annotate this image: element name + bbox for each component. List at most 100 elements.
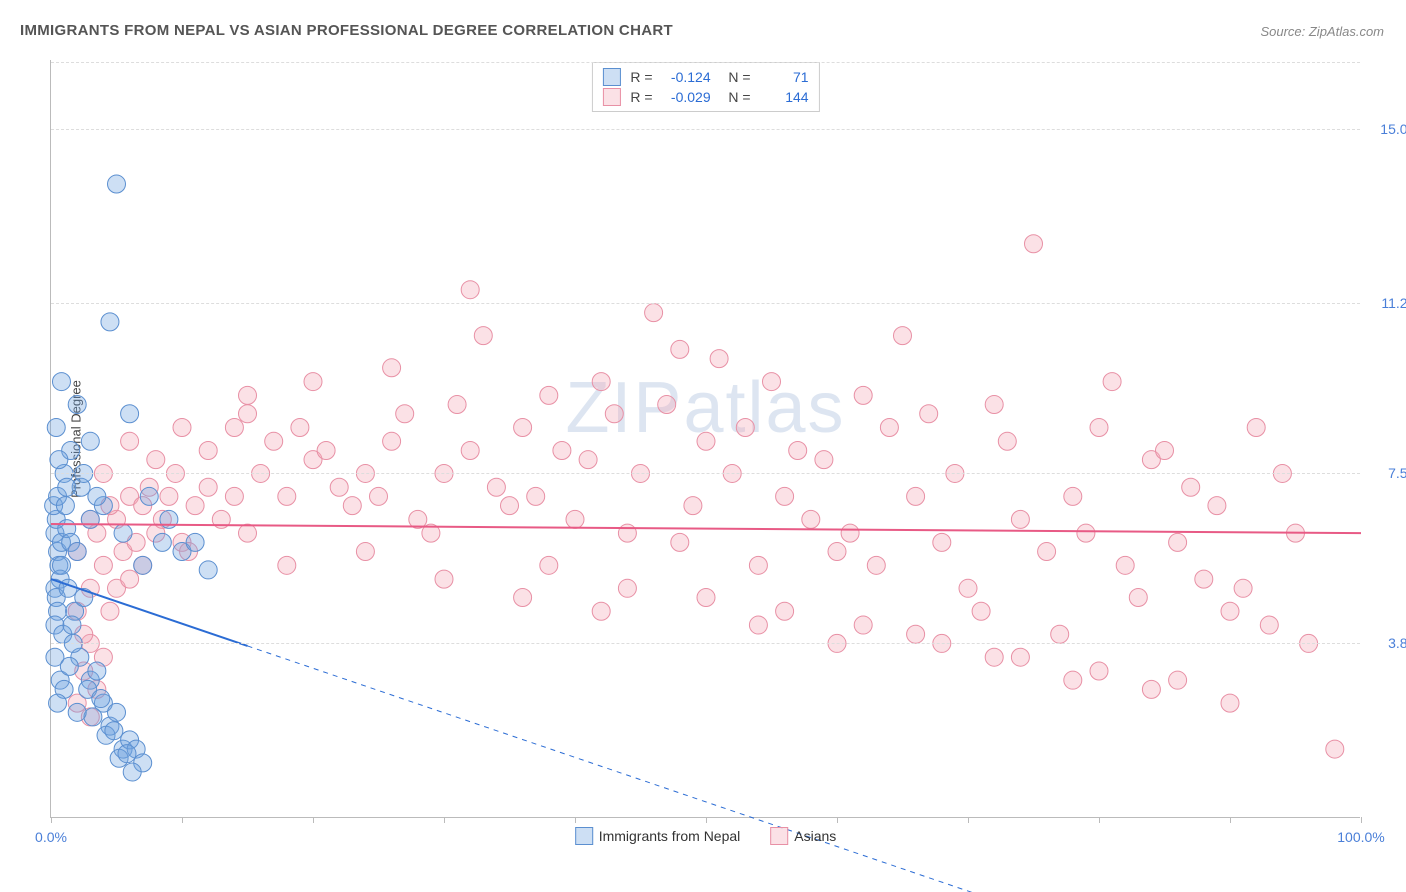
scatter-point	[776, 487, 794, 505]
y-tick-label: 15.0%	[1365, 121, 1406, 137]
plot-area: Professional Degree ZIPatlas R = -0.124 …	[50, 60, 1360, 818]
scatter-point	[618, 524, 636, 542]
x-tick	[313, 817, 314, 823]
y-tick-label: 11.2%	[1365, 295, 1406, 311]
x-tick	[444, 817, 445, 823]
scatter-point	[52, 556, 70, 574]
scatter-point	[579, 451, 597, 469]
scatter-point	[239, 524, 257, 542]
x-tick	[51, 817, 52, 823]
scatter-point	[101, 602, 119, 620]
scatter-point	[880, 419, 898, 437]
scatter-point	[1221, 602, 1239, 620]
scatter-point	[658, 396, 676, 414]
scatter-point	[1260, 616, 1278, 634]
scatter-point	[697, 432, 715, 450]
scatter-point	[1169, 533, 1187, 551]
swatch-nepal	[602, 68, 620, 86]
scatter-point	[1090, 662, 1108, 680]
scatter-point	[265, 432, 283, 450]
scatter-point	[63, 616, 81, 634]
scatter-point	[88, 662, 106, 680]
scatter-point	[540, 556, 558, 574]
scatter-point	[81, 510, 99, 528]
x-tick	[575, 817, 576, 823]
trend-line-dashed	[248, 646, 1362, 892]
scatter-point	[1221, 694, 1239, 712]
scatter-point	[828, 543, 846, 561]
x-tick-label: 100.0%	[1337, 829, 1384, 845]
scatter-point	[58, 478, 76, 496]
scatter-point	[225, 419, 243, 437]
source-attribution: Source: ZipAtlas.com	[1260, 24, 1384, 39]
scatter-point	[671, 340, 689, 358]
scatter-point	[907, 625, 925, 643]
scatter-point	[52, 373, 70, 391]
scatter-point	[474, 327, 492, 345]
scatter-point	[566, 510, 584, 528]
stats-legend: R = -0.124 N = 71 R = -0.029 N = 144	[591, 62, 819, 112]
scatter-point	[998, 432, 1016, 450]
scatter-point	[121, 405, 139, 423]
scatter-point	[199, 478, 217, 496]
scatter-point	[749, 616, 767, 634]
scatter-point	[645, 304, 663, 322]
scatter-point	[317, 441, 335, 459]
scatter-point	[47, 419, 65, 437]
scatter-point	[553, 441, 571, 459]
scatter-point	[60, 657, 78, 675]
scatter-point	[383, 432, 401, 450]
scatter-point	[802, 510, 820, 528]
grid-line	[51, 473, 1360, 474]
scatter-point	[841, 524, 859, 542]
n-value-nepal: 71	[759, 69, 809, 85]
scatter-point	[972, 602, 990, 620]
scatter-point	[1051, 625, 1069, 643]
scatter-point	[514, 419, 532, 437]
scatter-point	[330, 478, 348, 496]
scatter-point	[123, 763, 141, 781]
scatter-point	[186, 533, 204, 551]
bottom-legend: Immigrants from Nepal Asians	[575, 827, 837, 845]
x-tick-label: 0.0%	[35, 829, 67, 845]
scatter-point	[501, 497, 519, 515]
n-label: N =	[721, 69, 751, 85]
scatter-point	[749, 556, 767, 574]
stats-row-nepal: R = -0.124 N = 71	[602, 67, 808, 87]
scatter-point	[68, 543, 86, 561]
x-tick	[1230, 817, 1231, 823]
scatter-point	[461, 281, 479, 299]
r-label: R =	[630, 89, 652, 105]
scatter-point	[1064, 487, 1082, 505]
scatter-point	[592, 602, 610, 620]
scatter-point	[985, 396, 1003, 414]
x-tick	[968, 817, 969, 823]
scatter-point	[1090, 419, 1108, 437]
scatter-point	[1234, 579, 1252, 597]
scatter-point	[1025, 235, 1043, 253]
scatter-point	[50, 451, 68, 469]
scatter-point	[383, 359, 401, 377]
scatter-point	[56, 497, 74, 515]
scatter-point	[435, 570, 453, 588]
scatter-point	[199, 561, 217, 579]
scatter-point	[68, 703, 86, 721]
x-tick	[706, 817, 707, 823]
swatch-asians	[602, 88, 620, 106]
scatter-point	[527, 487, 545, 505]
r-value-asians: -0.029	[661, 89, 711, 105]
y-tick-label: 7.5%	[1365, 465, 1406, 481]
scatter-point	[114, 524, 132, 542]
scatter-point	[487, 478, 505, 496]
y-tick-label: 3.8%	[1365, 635, 1406, 651]
scatter-point	[134, 556, 152, 574]
scatter-point	[1247, 419, 1265, 437]
scatter-point	[514, 588, 532, 606]
legend-item-asians: Asians	[770, 827, 836, 845]
scatter-point	[736, 419, 754, 437]
legend-item-nepal: Immigrants from Nepal	[575, 827, 741, 845]
scatter-point	[776, 602, 794, 620]
scatter-point	[370, 487, 388, 505]
x-tick	[182, 817, 183, 823]
scatter-point	[153, 533, 171, 551]
